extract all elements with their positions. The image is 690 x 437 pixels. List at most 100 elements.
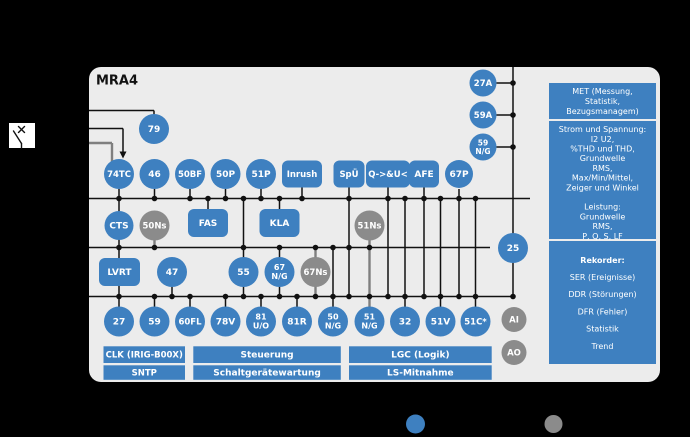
node-78v: 78V [210, 306, 241, 337]
svg-text:47: 47 [166, 268, 179, 278]
svg-text:U/O: U/O [253, 322, 269, 331]
circuit-breaker-icon [9, 123, 35, 149]
arrow-down-icon [119, 151, 127, 159]
node-51p: 51P [246, 159, 276, 189]
node-67p: 67P [445, 160, 473, 188]
svg-text:Bezugsmanagem): Bezugsmanagem) [566, 107, 639, 116]
node-46: 46 [139, 159, 170, 189]
node-27: 27 [104, 306, 134, 337]
svg-text:MET (Messung,: MET (Messung, [572, 87, 632, 96]
svg-text:81R: 81R [287, 318, 307, 328]
svg-text:Grundwelle: Grundwelle [580, 154, 626, 163]
svg-text:LS-Mitnahme: LS-Mitnahme [387, 369, 454, 379]
svg-text:27: 27 [113, 318, 126, 328]
node-51c-: 51C* [460, 306, 491, 337]
svg-text:51: 51 [364, 313, 376, 322]
svg-text:50BF: 50BF [178, 170, 202, 180]
node-50ns: 50Ns [139, 210, 170, 241]
svg-text:AO: AO [507, 348, 521, 358]
node-inrush: Inrush [282, 160, 322, 188]
node-afe: AFE [409, 160, 439, 188]
svg-text:Q->&U<: Q->&U< [368, 170, 407, 180]
svg-text:Grundwelle: Grundwelle [580, 212, 626, 221]
svg-text:Statistik: Statistik [586, 325, 619, 334]
node-50p: 50P [210, 159, 241, 189]
node-ai: AI [501, 307, 527, 332]
svg-text:67Ns: 67Ns [303, 268, 327, 278]
svg-text:59: 59 [148, 318, 161, 328]
node-cts: CTS [104, 211, 134, 240]
svg-text:25: 25 [507, 244, 520, 254]
svg-text:KLA: KLA [270, 219, 290, 229]
svg-text:32: 32 [399, 318, 412, 328]
svg-text:CTS: CTS [109, 222, 128, 232]
node-67ns: 67Ns [300, 257, 331, 287]
node-55: 55 [228, 257, 259, 287]
feature-bar-ls: LS-Mitnahme [349, 365, 492, 380]
svg-text:RMS,: RMS, [592, 222, 612, 231]
svg-text:LGC (Logik): LGC (Logik) [391, 351, 450, 361]
node-51v: 51V [425, 306, 456, 337]
node-fas: FAS [188, 209, 228, 237]
svg-text:78V: 78V [216, 318, 236, 328]
svg-text:Strom und Spannung:: Strom und Spannung: [559, 125, 646, 134]
svg-text:Leistung:: Leistung: [584, 203, 621, 212]
svg-text:59: 59 [478, 138, 488, 147]
legend-dot-gray [544, 415, 563, 433]
svg-text:DDR (Störungen): DDR (Störungen) [568, 290, 636, 299]
node-50bf: 50BF [175, 159, 205, 189]
svg-text:SpÜ: SpÜ [339, 169, 358, 180]
svg-text:P, Q, S, LF: P, Q, S, LF [582, 232, 623, 241]
svg-text:50Ns: 50Ns [142, 221, 166, 231]
svg-text:Zeiger und Winkel: Zeiger und Winkel [566, 183, 639, 192]
svg-text:Schaltgerätewartung: Schaltgerätewartung [213, 369, 321, 379]
svg-text:LVRT: LVRT [107, 268, 132, 278]
feature-bar-clk: CLK (IRIG-B00X) [103, 346, 185, 363]
feature-bar-sntp: SNTP [103, 365, 185, 380]
feature-bar-steuerung: Steuerung [193, 346, 341, 363]
svg-text:27A: 27A [474, 79, 493, 89]
svg-text:Trend: Trend [591, 342, 614, 351]
node-81r: 81R [282, 306, 312, 337]
node-lvrt: LVRT [99, 258, 140, 286]
node-spu: SpÜ [333, 160, 365, 188]
node-59: 59 [139, 306, 170, 337]
svg-text:67: 67 [274, 263, 285, 272]
node-67ng: 67N/G [264, 257, 295, 287]
svg-text:RMS,: RMS, [592, 164, 612, 173]
svg-text:51C*: 51C* [464, 317, 487, 327]
svg-text:51Ns: 51Ns [357, 221, 381, 231]
legend-dot-blue [406, 414, 425, 434]
node-25: 25 [498, 233, 528, 263]
svg-text:46: 46 [148, 170, 161, 180]
junction-dots [116, 80, 516, 300]
node-50ng: 50N/G [318, 306, 348, 337]
svg-text:Inrush: Inrush [287, 170, 318, 180]
node-79: 79 [139, 114, 169, 144]
svg-text:50P: 50P [216, 170, 236, 180]
svg-text:I2 U2,: I2 U2, [591, 135, 614, 144]
node-51ns: 51Ns [354, 210, 385, 241]
svg-text:50: 50 [327, 313, 339, 322]
svg-text:Steuerung: Steuerung [240, 351, 293, 361]
node-47: 47 [157, 257, 187, 287]
node-kla: KLA [259, 209, 300, 237]
svg-text:SNTP: SNTP [132, 368, 157, 378]
info-panel-rekorder: Rekorder: SER (Ereignisse) DDR (Störungen)… [549, 241, 656, 364]
node-74tc: 74TC [104, 159, 134, 189]
svg-text:55: 55 [237, 268, 250, 278]
node-60fl: 60FL [175, 306, 205, 337]
node-59a: 59A [469, 101, 497, 129]
svg-text:N/G: N/G [475, 147, 490, 156]
svg-text:67P: 67P [449, 170, 469, 180]
svg-text:FAS: FAS [199, 219, 218, 229]
svg-text:51P: 51P [251, 170, 271, 180]
svg-text:60FL: 60FL [178, 317, 202, 327]
feature-bar-schaltger: Schaltgerätewartung [193, 365, 341, 380]
svg-text:Rekorder:: Rekorder: [580, 256, 624, 265]
svg-text:SER (Ereignisse): SER (Ereignisse) [570, 273, 635, 282]
node-59ng: 59N/G [469, 133, 497, 161]
svg-text:AI: AI [509, 315, 519, 325]
svg-text:AFE: AFE [414, 170, 433, 180]
